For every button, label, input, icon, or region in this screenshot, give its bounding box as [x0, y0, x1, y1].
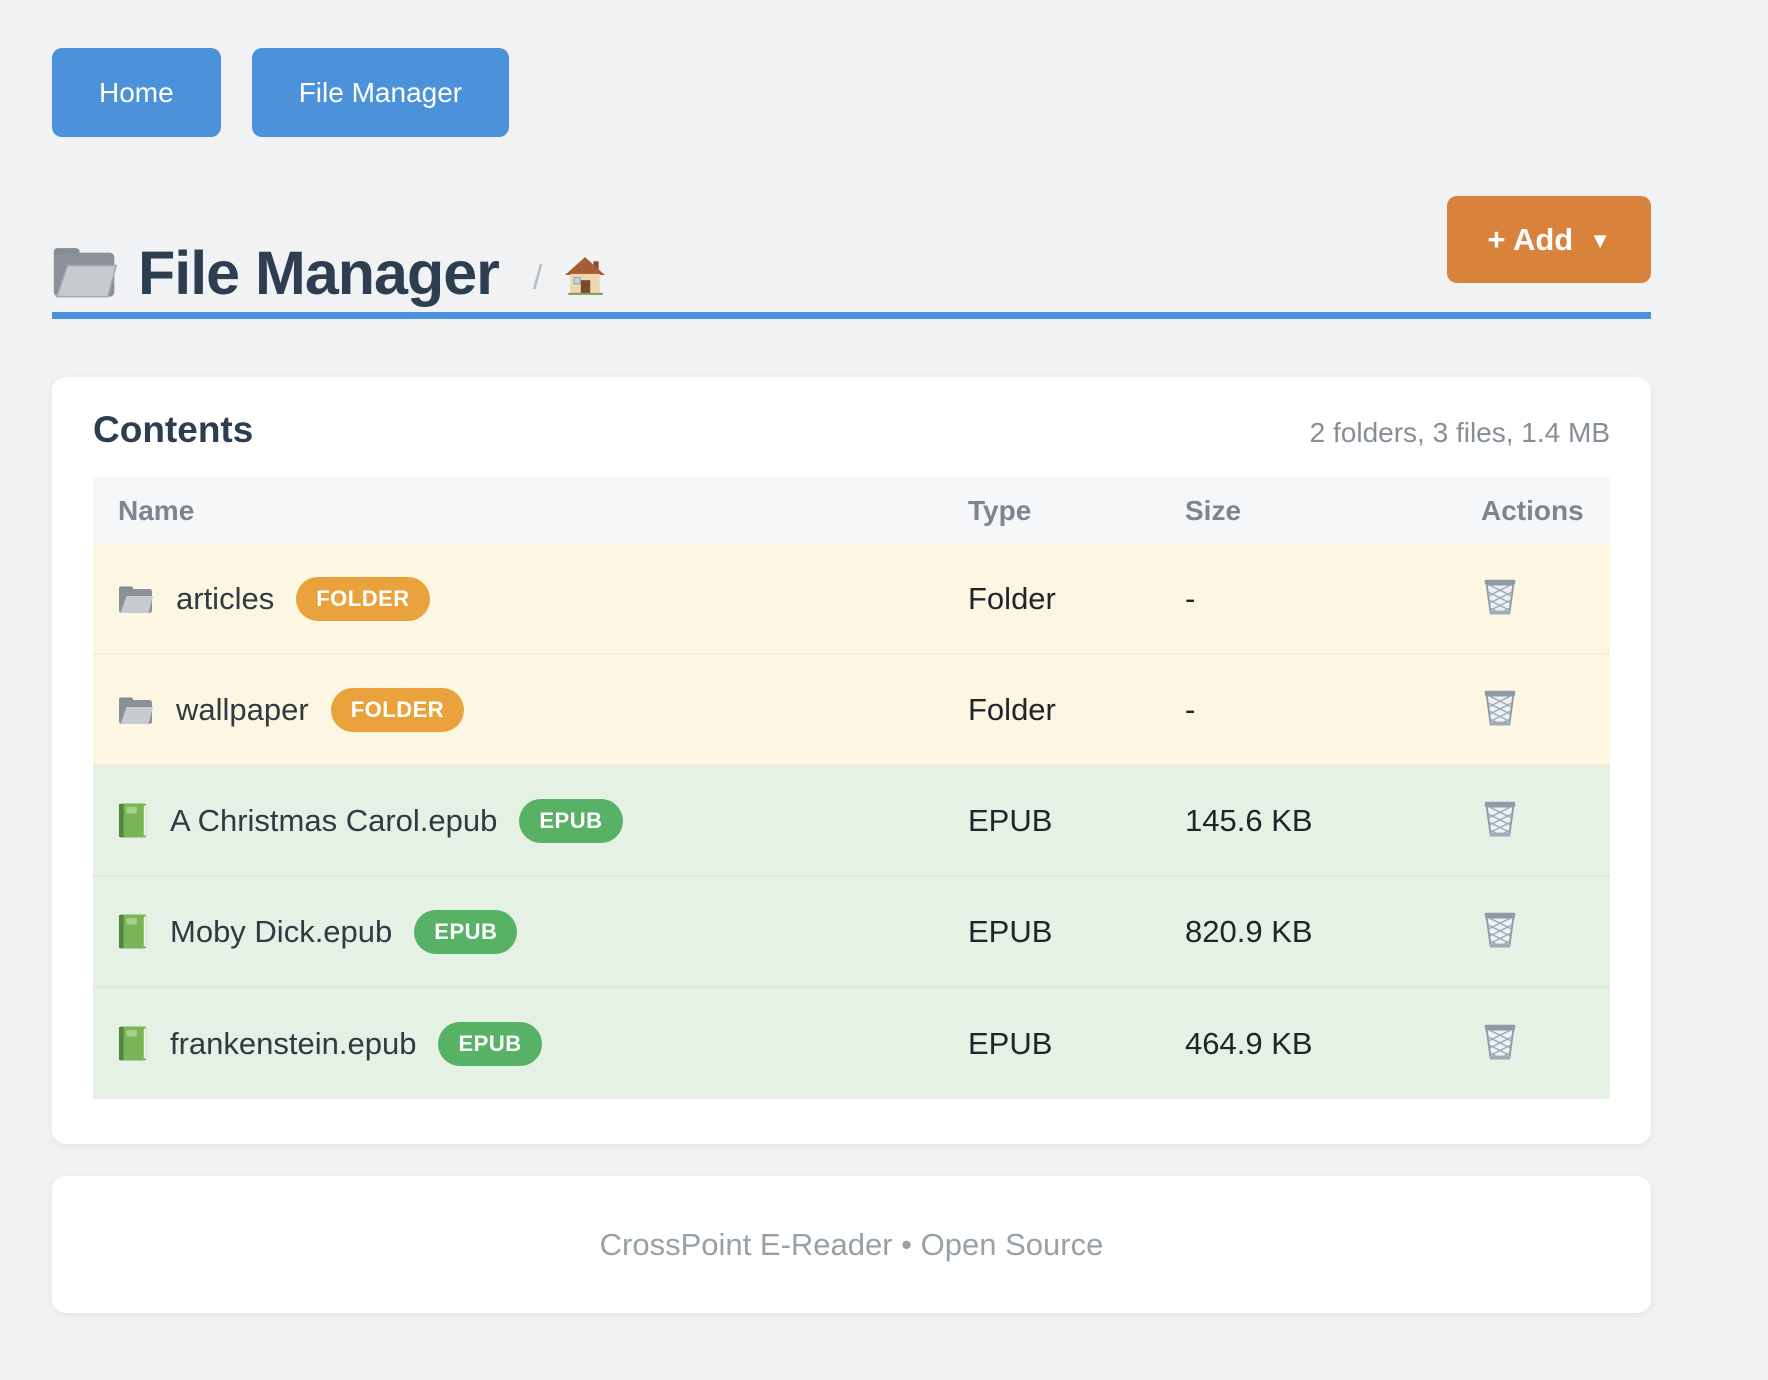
type-badge: EPUB: [414, 909, 518, 954]
folder-icon: [52, 243, 118, 304]
delete-button[interactable]: [1481, 907, 1519, 952]
caret-down-icon: ▼: [1589, 227, 1611, 253]
size-cell: -: [1185, 691, 1196, 727]
column-header-type: Type: [968, 494, 1032, 526]
delete-button[interactable]: [1481, 1019, 1519, 1064]
name-cell: wallpaper FOLDER: [93, 687, 968, 732]
size-cell: 145.6 KB: [1185, 802, 1313, 838]
item-name-link[interactable]: wallpaper: [176, 691, 309, 727]
house-icon[interactable]: [564, 256, 606, 301]
trash-icon: [1481, 574, 1519, 619]
type-badge: EPUB: [438, 1021, 542, 1066]
page-title: File Manager: [138, 239, 500, 307]
delete-button[interactable]: [1481, 574, 1519, 619]
type-badge: FOLDER: [330, 687, 465, 732]
size-cell: 820.9 KB: [1185, 913, 1313, 949]
table-row: frankenstein.epub EPUB EPUB 464.9 KB: [93, 988, 1610, 1099]
page-container: Home File Manager File Manager /: [52, 0, 1651, 1313]
actions-cell: [1467, 574, 1610, 624]
table-row: Moby Dick.epub EPUB EPUB 820.9 KB: [93, 877, 1610, 988]
size-cell: 464.9 KB: [1185, 1025, 1313, 1061]
page-header: File Manager / + Add ▼: [52, 196, 1651, 308]
actions-cell: [1467, 796, 1610, 846]
trash-icon: [1481, 907, 1519, 952]
breadcrumb-separator: /: [532, 258, 543, 297]
column-header-size: Size: [1185, 494, 1242, 526]
contents-card: Contents 2 folders, 3 files, 1.4 MB Name…: [52, 377, 1651, 1144]
nav-file-manager-button[interactable]: File Manager: [251, 48, 510, 137]
table-header-row: Name Type Size Actions: [93, 477, 1610, 544]
green-book-icon: [118, 913, 148, 950]
trash-icon: [1481, 1019, 1519, 1064]
table-body: articles FOLDER Folder -: [93, 544, 1610, 1099]
column-header-name: Name: [118, 494, 195, 526]
type-badge: FOLDER: [296, 576, 430, 621]
actions-cell: [1467, 907, 1610, 957]
trash-icon: [1481, 685, 1519, 730]
folder-icon: [118, 695, 154, 725]
type-badge: EPUB: [519, 798, 623, 843]
footer-text: CrossPoint E-Reader • Open Source: [599, 1226, 1104, 1262]
type-cell: EPUB: [968, 1025, 1053, 1061]
contents-summary: 2 folders, 3 files, 1.4 MB: [1309, 417, 1610, 448]
item-name-link[interactable]: A Christmas Carol.epub: [170, 802, 498, 838]
item-name-link[interactable]: frankenstein.epub: [170, 1025, 417, 1061]
title-group: File Manager /: [52, 196, 606, 308]
item-name-link[interactable]: Moby Dick.epub: [170, 913, 393, 949]
name-cell: Moby Dick.epub EPUB: [93, 909, 968, 954]
actions-cell: [1467, 1019, 1610, 1069]
size-cell: -: [1185, 580, 1196, 616]
type-cell: Folder: [968, 580, 1056, 616]
trash-icon: [1481, 796, 1519, 841]
delete-button[interactable]: [1481, 685, 1519, 730]
table-row: articles FOLDER Folder -: [93, 544, 1610, 655]
folder-icon: [118, 584, 154, 614]
contents-header: Contents 2 folders, 3 files, 1.4 MB: [93, 409, 1610, 451]
nav-home-button[interactable]: Home: [52, 48, 221, 137]
item-name-link[interactable]: articles: [176, 580, 275, 616]
add-button[interactable]: + Add ▼: [1447, 196, 1651, 283]
name-cell: articles FOLDER: [93, 576, 968, 621]
name-cell: A Christmas Carol.epub EPUB: [93, 798, 968, 843]
add-button-label: + Add: [1487, 221, 1574, 257]
green-book-icon: [118, 1025, 148, 1062]
contents-heading: Contents: [93, 409, 254, 450]
title-underline: [52, 312, 1651, 319]
delete-button[interactable]: [1481, 796, 1519, 841]
actions-cell: [1467, 685, 1610, 735]
table-row: A Christmas Carol.epub EPUB EPUB 145.6 K…: [93, 766, 1610, 877]
green-book-icon: [118, 802, 148, 839]
table-row: wallpaper FOLDER Folder -: [93, 655, 1610, 766]
top-nav: Home File Manager: [52, 0, 1651, 137]
column-header-actions: Actions: [1481, 494, 1584, 526]
type-cell: Folder: [968, 691, 1056, 727]
file-table: Name Type Size Actions: [93, 477, 1610, 1099]
type-cell: EPUB: [968, 913, 1053, 949]
name-cell: frankenstein.epub EPUB: [93, 1021, 968, 1066]
type-cell: EPUB: [968, 802, 1053, 838]
footer-card: CrossPoint E-Reader • Open Source: [52, 1176, 1651, 1313]
